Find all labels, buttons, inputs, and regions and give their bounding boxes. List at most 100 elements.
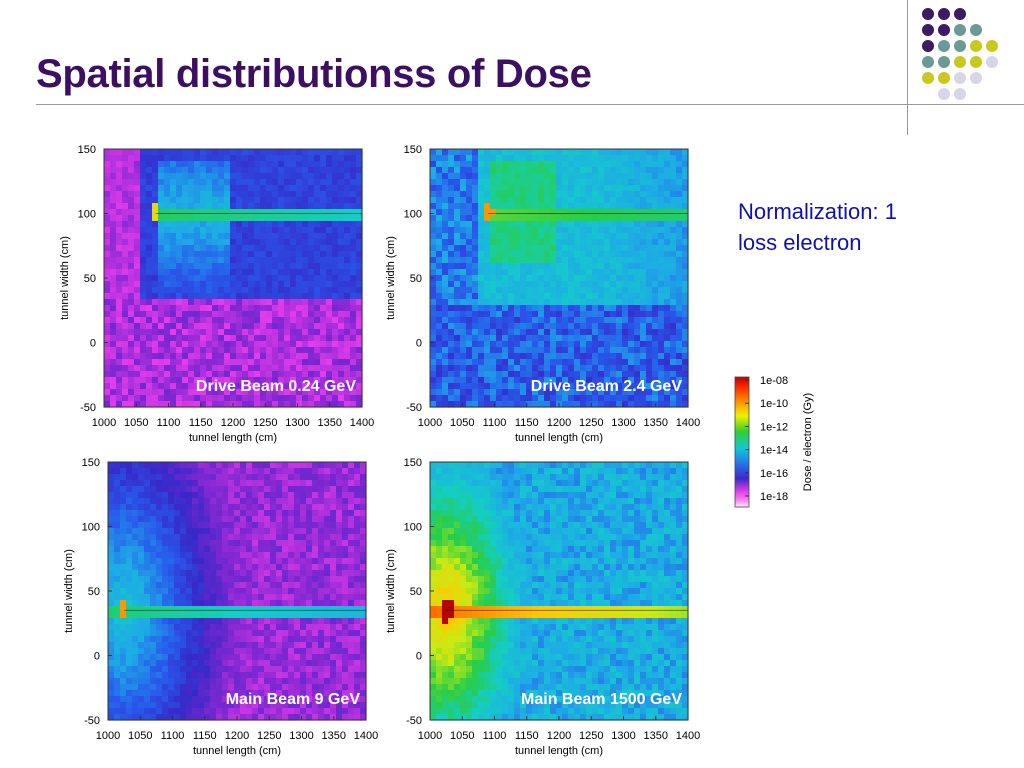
heatmap-cell [496, 245, 503, 252]
heatmap-cell [580, 299, 587, 306]
heatmap-cell [158, 329, 165, 336]
heatmap-cell [132, 648, 139, 655]
heatmap-cell [120, 480, 127, 487]
heatmap-cell [430, 167, 437, 174]
heatmap-cell [562, 233, 569, 240]
heatmap-cell [484, 257, 491, 264]
heatmap-cell [168, 678, 175, 685]
heatmap-cell [264, 630, 271, 637]
heatmap-cell [146, 245, 153, 252]
heatmap-cell [442, 257, 449, 264]
heatmap-cell [284, 383, 291, 390]
heatmap-cell [204, 714, 211, 721]
heatmap-cell [472, 155, 479, 162]
heatmap-cell [236, 185, 243, 192]
heatmap-cell [344, 275, 351, 282]
heatmap-cell [278, 215, 285, 222]
heatmap-cell [206, 275, 213, 282]
heatmap-cell [264, 504, 271, 511]
heatmap-cell [338, 233, 345, 240]
heatmap-cell [264, 570, 271, 577]
heatmap-cell [236, 269, 243, 276]
heatmap-cell [270, 480, 277, 487]
heatmap-cell [556, 173, 563, 180]
heatmap-cell [442, 359, 449, 366]
heatmap-cell [640, 275, 647, 282]
heatmap-cell [550, 161, 557, 168]
heatmap-cell [270, 594, 277, 601]
heatmap-cell [526, 245, 533, 252]
heatmap-cell [188, 299, 195, 306]
heatmap-cell [144, 666, 151, 673]
heatmap-cell [574, 347, 581, 354]
heatmap-cell [670, 191, 677, 198]
heatmap-cell [676, 245, 683, 252]
heatmap-cell [544, 275, 551, 282]
heatmap-cell [676, 317, 683, 324]
heatmap-cell [634, 209, 641, 216]
heatmap-cell [104, 305, 111, 312]
heatmap-cell [272, 323, 279, 330]
heatmap-cell [332, 389, 339, 396]
heatmap-cell [254, 251, 261, 258]
heatmap-cell [652, 155, 659, 162]
heatmap-cell [194, 209, 201, 216]
heatmap-cell [568, 179, 575, 186]
heatmap-cell [174, 648, 181, 655]
heatmap-cell [138, 594, 145, 601]
heatmap-cell [152, 161, 159, 168]
heatmap-cell [580, 293, 587, 300]
heatmap-cell [496, 305, 503, 312]
heatmap-cell [176, 245, 183, 252]
heatmap-cell [242, 203, 249, 210]
heatmap-cell [108, 714, 115, 721]
heatmap-cell [260, 359, 267, 366]
heatmap-cell [242, 185, 249, 192]
heatmap-cell [508, 377, 515, 384]
heatmap-cell [314, 245, 321, 252]
heatmap-cell [192, 702, 199, 709]
heatmap-cell [254, 167, 261, 174]
heatmap-cell [212, 263, 219, 270]
heatmap-cell [326, 251, 333, 258]
heatmap-cell [204, 474, 211, 481]
heatmap-cell [562, 365, 569, 372]
heatmap-cell [296, 353, 303, 360]
heatmap-cell [182, 317, 189, 324]
heatmap-cell [562, 311, 569, 318]
heatmap-cell [356, 347, 363, 354]
heatmap-cell [126, 672, 133, 679]
heatmap-cell [224, 371, 231, 378]
heatmap-cell [246, 642, 253, 649]
heatmap-cell [496, 335, 503, 342]
heatmap-cell [114, 570, 121, 577]
heatmap-cell [164, 275, 171, 282]
heatmap-cell [514, 401, 521, 408]
heatmap-cell [212, 233, 219, 240]
heatmap-cell [234, 654, 241, 661]
heatmap-cell [224, 257, 231, 264]
heatmap-cell [254, 389, 261, 396]
heatmap-cell [162, 636, 169, 643]
heatmap-cell [252, 666, 259, 673]
heatmap-cell [266, 395, 273, 402]
heatmap-cell [266, 293, 273, 300]
heatmap-cell [240, 582, 247, 589]
heatmap-cell [156, 492, 163, 499]
heatmap-cell [670, 281, 677, 288]
heatmap-cell [258, 624, 265, 631]
heatmap-cell [128, 401, 135, 408]
heatmap-cell [240, 648, 247, 655]
heatmap-cell [134, 329, 141, 336]
heatmap-cell [472, 275, 479, 282]
heatmap-cell [598, 287, 605, 294]
heatmap-cell [676, 377, 683, 384]
heatmap-cell [252, 678, 259, 685]
heatmap-cell [116, 197, 123, 204]
heatmap-cell [460, 341, 467, 348]
heatmap-cell [634, 377, 641, 384]
heatmap-cell [550, 383, 557, 390]
heatmap-cell [568, 347, 575, 354]
heatmap-cell [170, 173, 177, 180]
heatmap-cell [186, 534, 193, 541]
